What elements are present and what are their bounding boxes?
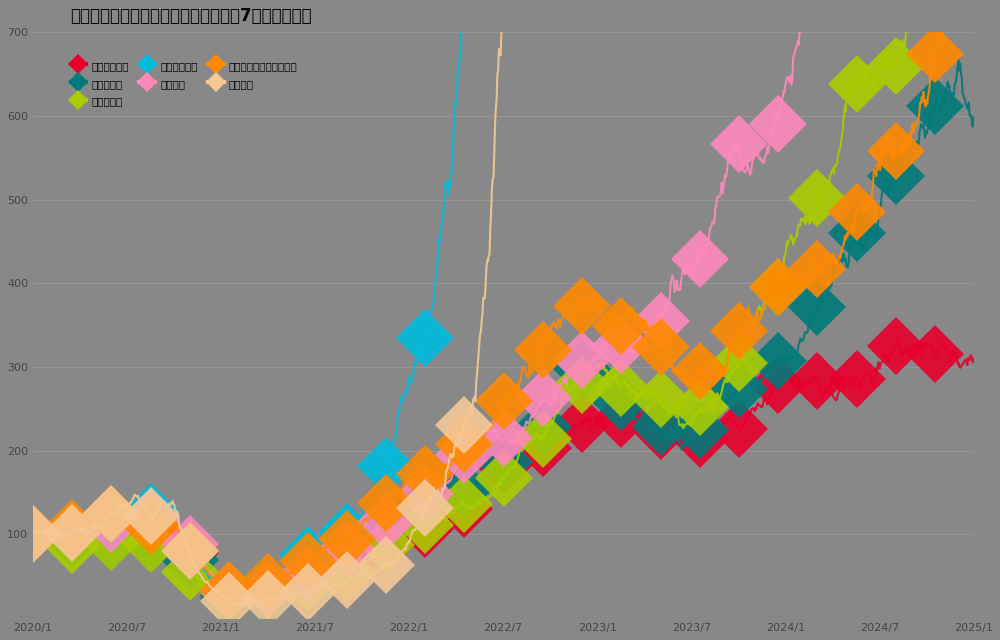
Legend: トヨタ自動車, トヨタ決済, トヨタ車体, ジェイテクト, デンソー, トヨタインダストリーズ, 愛知製鋼: トヨタ自動車, トヨタ決済, トヨタ車体, ジェイテクト, デンソー, トヨタイ… [66,55,302,112]
ジェイテクト [27,531,39,538]
トヨタ車体 [345,566,357,573]
愛知製鋼 [436,493,448,500]
トヨタ決済 [968,113,980,121]
Line: トヨタ決済: トヨタ決済 [12,38,994,623]
ジェイテクト [185,550,197,557]
Line: トヨタインダストリーズ: トヨタインダストリーズ [12,0,994,614]
トヨタインダストリーズ [152,515,164,523]
トヨタ決済 [185,560,197,568]
トヨタ車体 [27,531,39,538]
トヨタインダストリーズ [234,589,246,597]
デンソー [522,419,534,427]
愛知製鋼 [27,531,39,538]
ジェイテクト [436,221,448,228]
ジェイテクト [152,504,164,511]
トヨタ決済 [953,56,965,63]
トヨタ車体 [152,542,164,550]
トヨタ決済 [241,598,253,606]
トヨタインダストリーズ [185,548,197,556]
トヨタ自動車 [27,531,39,538]
Line: ジェイテクト: ジェイテクト [12,0,994,618]
トヨタ決済 [152,538,164,545]
トヨタ決済 [345,547,357,554]
トヨタ自動車 [542,431,554,438]
愛知製鋼 [185,552,197,559]
トヨタ車体 [542,421,554,429]
デンソー [345,542,357,550]
デンソー [234,590,246,598]
デンソー [185,543,197,550]
トヨタインダストリーズ [436,465,448,473]
デンソー [436,481,448,488]
トヨタインダストリーズ [522,374,534,381]
トヨタ自動車 [345,561,357,568]
トヨタ車体 [436,515,448,523]
トヨタ自動車 [185,551,197,559]
ジェイテクト [233,593,245,600]
トヨタ自動車 [968,356,980,364]
トヨタ自動車 [233,597,245,605]
トヨタ自動車 [891,335,903,343]
トヨタ車体 [522,440,534,447]
トヨタ自動車 [152,527,164,534]
トヨタインダストリーズ [542,334,554,342]
トヨタ決済 [27,531,39,538]
デンソー [542,398,554,406]
Line: デンソー: デンソー [12,0,994,615]
Line: トヨタ自動車: トヨタ自動車 [12,318,994,621]
愛知製鋼 [152,506,164,513]
トヨタ決済 [522,435,534,443]
トヨタインダストリーズ [345,533,357,541]
デンソー [27,531,39,538]
Line: トヨタ車体: トヨタ車体 [12,0,994,618]
トヨタ決済 [542,413,554,421]
デンソー [152,511,164,519]
トヨタ決済 [436,496,448,504]
トヨタインダストリーズ [27,531,39,538]
Text: トヨタグループ上場企業時価総額上位7社の株価推移: トヨタグループ上場企業時価総額上位7社の株価推移 [71,7,312,25]
Line: 愛知製鋼: 愛知製鋼 [12,0,994,627]
トヨタ自動車 [436,518,448,525]
トヨタ車体 [233,594,245,602]
愛知製鋼 [233,602,245,609]
トヨタ自動車 [522,451,534,459]
ジェイテクト [345,522,357,530]
トヨタ車体 [185,570,197,578]
愛知製鋼 [345,575,357,582]
